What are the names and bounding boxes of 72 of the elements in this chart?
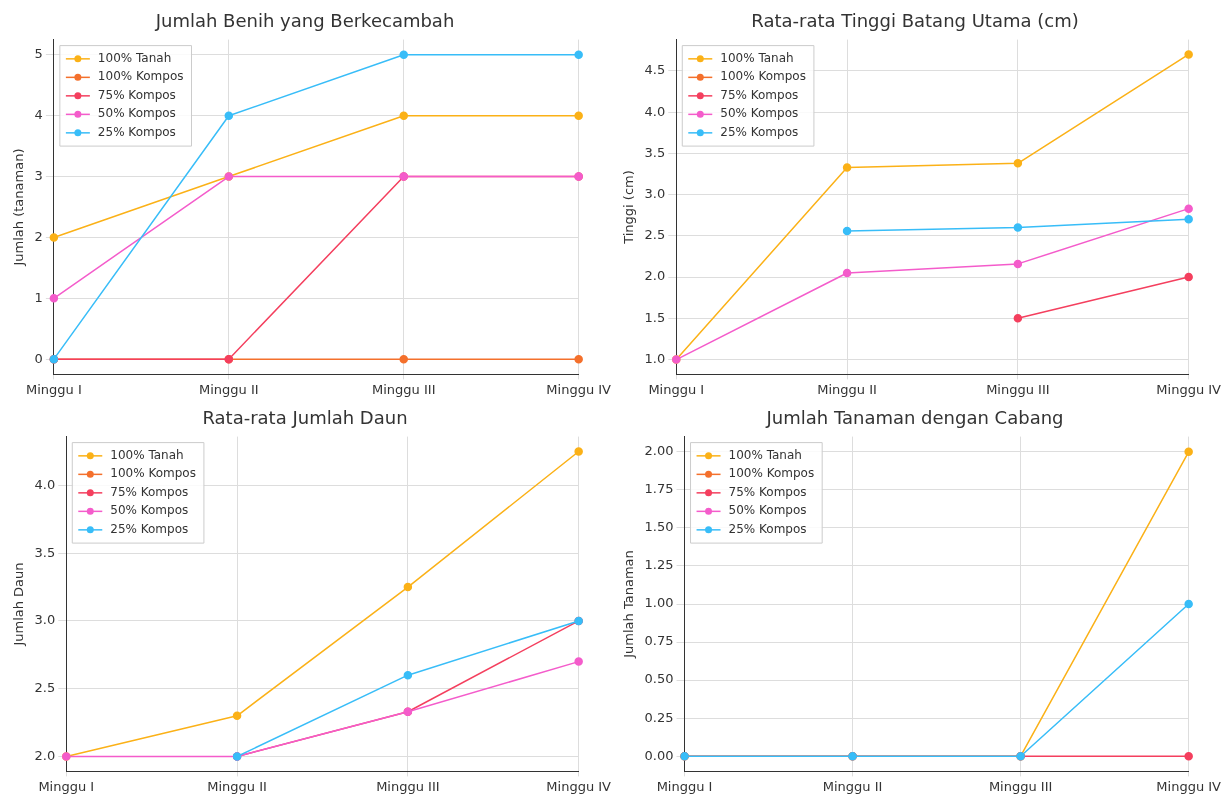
x-tick-label: Minggu I xyxy=(648,381,705,397)
legend-label: 100% Kompos xyxy=(720,69,806,84)
y-tick-label: 0.75 xyxy=(644,633,674,649)
y-tick-label: 1 xyxy=(34,289,43,305)
legend-label: 100% Kompos xyxy=(110,466,196,481)
legend-label: 100% Tanah xyxy=(97,50,172,65)
y-tick-label: 1.75 xyxy=(644,481,674,497)
y-tick-label: 5 xyxy=(34,46,43,62)
y-tick-label: 1.25 xyxy=(644,557,674,573)
x-tick-label: Minggu IV xyxy=(546,778,612,794)
y-tick-label: 0 xyxy=(34,350,43,366)
x-tick-label: Minggu II xyxy=(207,778,267,794)
x-tick-label: Minggu II xyxy=(198,381,259,397)
y-tick-label: 1.0 xyxy=(644,350,666,366)
x-tick-label: Minggu I xyxy=(38,778,95,794)
y-tick-label: 1.00 xyxy=(644,595,674,611)
y-tick-label: 4 xyxy=(34,107,43,123)
y-tick-label: 4.0 xyxy=(644,103,666,119)
x-tick-label: Minggu IV xyxy=(1156,381,1222,397)
y-tick-label: 3.0 xyxy=(34,612,56,628)
legend-label: 75% Kompos xyxy=(97,87,176,102)
x-tick-label: Minggu I xyxy=(25,381,82,397)
chart-title: Jumlah Benih yang Berkecambah xyxy=(154,10,455,32)
x-tick-label: Minggu IV xyxy=(546,381,612,397)
x-tick-label: Minggu III xyxy=(986,381,1050,397)
x-tick-label: Minggu I xyxy=(656,778,713,794)
y-tick-label: 2.00 xyxy=(644,443,674,459)
legend-label: 75% Kompos xyxy=(728,484,807,499)
legend-label: 100% Tanah xyxy=(110,447,184,462)
y-tick-label: 2 xyxy=(34,228,43,244)
y-tick-label: 0.00 xyxy=(644,747,674,763)
y-axis-title: Tinggi (cm) xyxy=(621,170,637,245)
y-axis-title: Jumlah Daun xyxy=(11,562,27,647)
y-tick-label: 3.5 xyxy=(34,544,56,560)
y-tick-label: 0.25 xyxy=(644,709,674,725)
legend-label: 25% Kompos xyxy=(720,124,799,139)
legend-label: 25% Kompos xyxy=(728,521,807,536)
y-tick-label: 2.5 xyxy=(34,680,56,696)
x-tick-label: Minggu III xyxy=(376,778,440,794)
legend-label: 50% Kompos xyxy=(720,106,799,121)
y-tick-label: 3.5 xyxy=(644,144,666,160)
y-tick-label: 1.5 xyxy=(644,309,666,325)
y-tick-label: 2.0 xyxy=(644,268,666,284)
legend-label: 100% Kompos xyxy=(728,466,815,481)
legend-label: 50% Kompos xyxy=(728,503,807,518)
legend-label: 25% Kompos xyxy=(110,521,189,536)
x-tick-label: Minggu II xyxy=(822,778,883,794)
x-tick-label: Minggu III xyxy=(988,778,1053,794)
y-tick-label: 2.5 xyxy=(644,227,666,243)
legend-label: 100% Kompos xyxy=(97,69,184,84)
chart-title: Jumlah Tanaman dengan Cabang xyxy=(765,407,1064,429)
y-axis-title: Jumlah Tanaman xyxy=(621,550,637,659)
y-tick-label: 4.0 xyxy=(34,476,56,492)
legend-label: 75% Kompos xyxy=(110,484,189,499)
y-axis-title: Jumlah (tanaman) xyxy=(11,148,27,267)
chart-title: Rata-rata Tinggi Batang Utama (cm) xyxy=(751,10,1079,32)
y-tick-label: 2.0 xyxy=(34,747,56,763)
y-tick-label: 3.0 xyxy=(644,186,666,202)
legend-label: 25% Kompos xyxy=(97,124,176,139)
y-tick-label: 4.5 xyxy=(644,62,666,78)
legend-label: 50% Kompos xyxy=(110,503,189,518)
x-tick-label: Minggu III xyxy=(372,381,436,397)
legend-label: 100% Tanah xyxy=(728,447,802,462)
y-tick-label: 3 xyxy=(34,167,43,183)
x-tick-label: Minggu IV xyxy=(1156,778,1222,794)
y-tick-label: 1.50 xyxy=(644,519,674,535)
y-tick-label: 0.50 xyxy=(644,671,674,687)
legend-label: 100% Tanah xyxy=(720,50,794,65)
x-tick-label: Minggu II xyxy=(817,381,877,397)
chart-title: Rata-rata Jumlah Daun xyxy=(202,407,408,429)
legend-label: 75% Kompos xyxy=(720,87,799,102)
legend-label: 50% Kompos xyxy=(97,106,176,121)
